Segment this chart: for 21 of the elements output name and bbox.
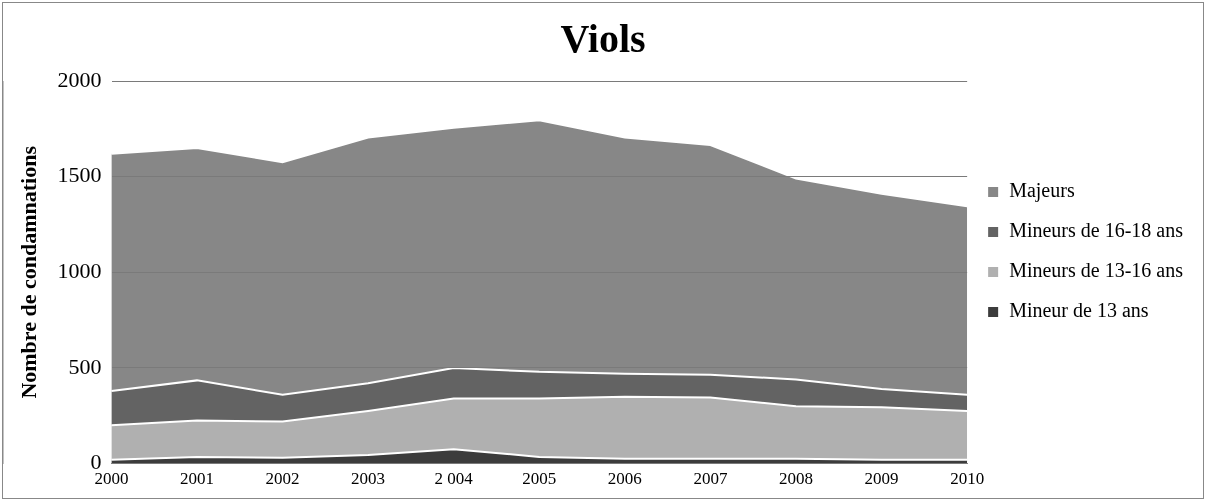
x-tick-label: 2002 <box>265 469 300 489</box>
x-tick-label: 2007 <box>693 469 728 489</box>
legend-label: Mineurs de 16-18 ans <box>1009 219 1184 242</box>
y-tick-label: 2000 <box>57 66 102 92</box>
y-tick-label: 500 <box>68 353 102 379</box>
x-tick-label: 2005 <box>522 469 557 489</box>
y-tick-label: 1000 <box>57 258 102 284</box>
x-tick-label: 2010 <box>950 469 985 489</box>
x-tick-label: 2009 <box>864 469 899 489</box>
x-tick-label: 2 004 <box>434 469 474 489</box>
legend-label: Mineur de 13 ans <box>1009 299 1149 322</box>
x-tick-label: 2006 <box>607 469 642 489</box>
legend-label: Mineurs de 13-16 ans <box>1009 259 1184 282</box>
legend-label: Majeurs <box>1009 179 1075 203</box>
x-tick-label: 2000 <box>94 469 129 489</box>
x-tick-label: 2008 <box>778 469 813 489</box>
x-tick-label: 2001 <box>179 469 214 489</box>
y-axis-title: Nombre de condamnations <box>15 145 41 399</box>
y-tick-label: 1500 <box>57 162 102 188</box>
x-tick-label: 2003 <box>351 469 386 489</box>
chart-title: Viols <box>560 16 646 62</box>
